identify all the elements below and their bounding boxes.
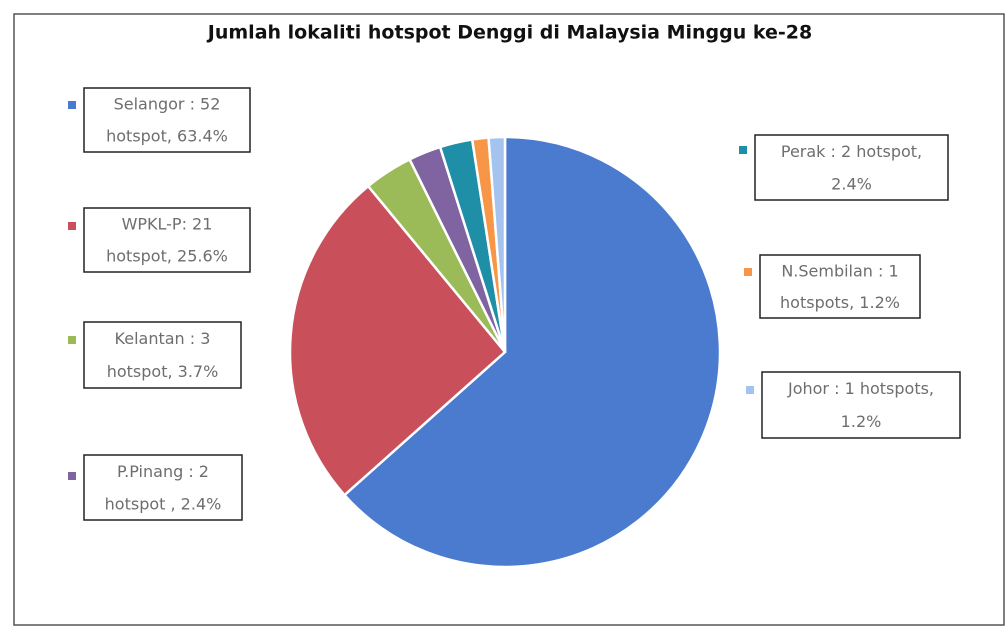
data-label: Kelantan : 3: [115, 329, 211, 348]
pie-slice: [342, 135, 722, 569]
data-label: hotspot , 2.4%: [105, 494, 222, 513]
data-label: P.Pinang : 2: [117, 462, 209, 481]
label-marker: [746, 386, 754, 394]
pie-slice: [487, 135, 507, 353]
label-box: [754, 134, 949, 201]
label-marker: [68, 222, 76, 230]
label-marker: [744, 268, 752, 276]
data-label: Selangor : 52: [114, 95, 221, 114]
label-marker: [68, 336, 76, 344]
label-box: [83, 454, 243, 521]
data-label: hotspot, 25.6%: [106, 247, 228, 266]
label-box: [759, 254, 921, 319]
data-label: Johor : 1 hotspots,: [787, 379, 934, 398]
label-marker: [68, 101, 76, 109]
label-box: [83, 87, 251, 153]
data-label: 1.2%: [841, 412, 882, 431]
data-label: 2.4%: [831, 174, 872, 193]
pie-slice: [288, 184, 507, 497]
label-marker: [68, 472, 76, 480]
label-box: [83, 321, 242, 389]
label-box: [83, 207, 251, 273]
data-label: WPKL-P: 21: [122, 215, 213, 234]
data-label: Perak : 2 hotspot,: [781, 142, 922, 161]
data-label: hotspot, 3.7%: [107, 362, 219, 381]
data-label: N.Sembilan : 1: [781, 261, 898, 280]
label-marker: [739, 146, 747, 154]
data-label: hotspots, 1.2%: [780, 293, 900, 312]
chart-title: Jumlah lokaliti hotspot Denggi di Malays…: [206, 22, 812, 44]
label-box: [761, 371, 961, 439]
data-label: hotspot, 63.4%: [106, 127, 228, 146]
